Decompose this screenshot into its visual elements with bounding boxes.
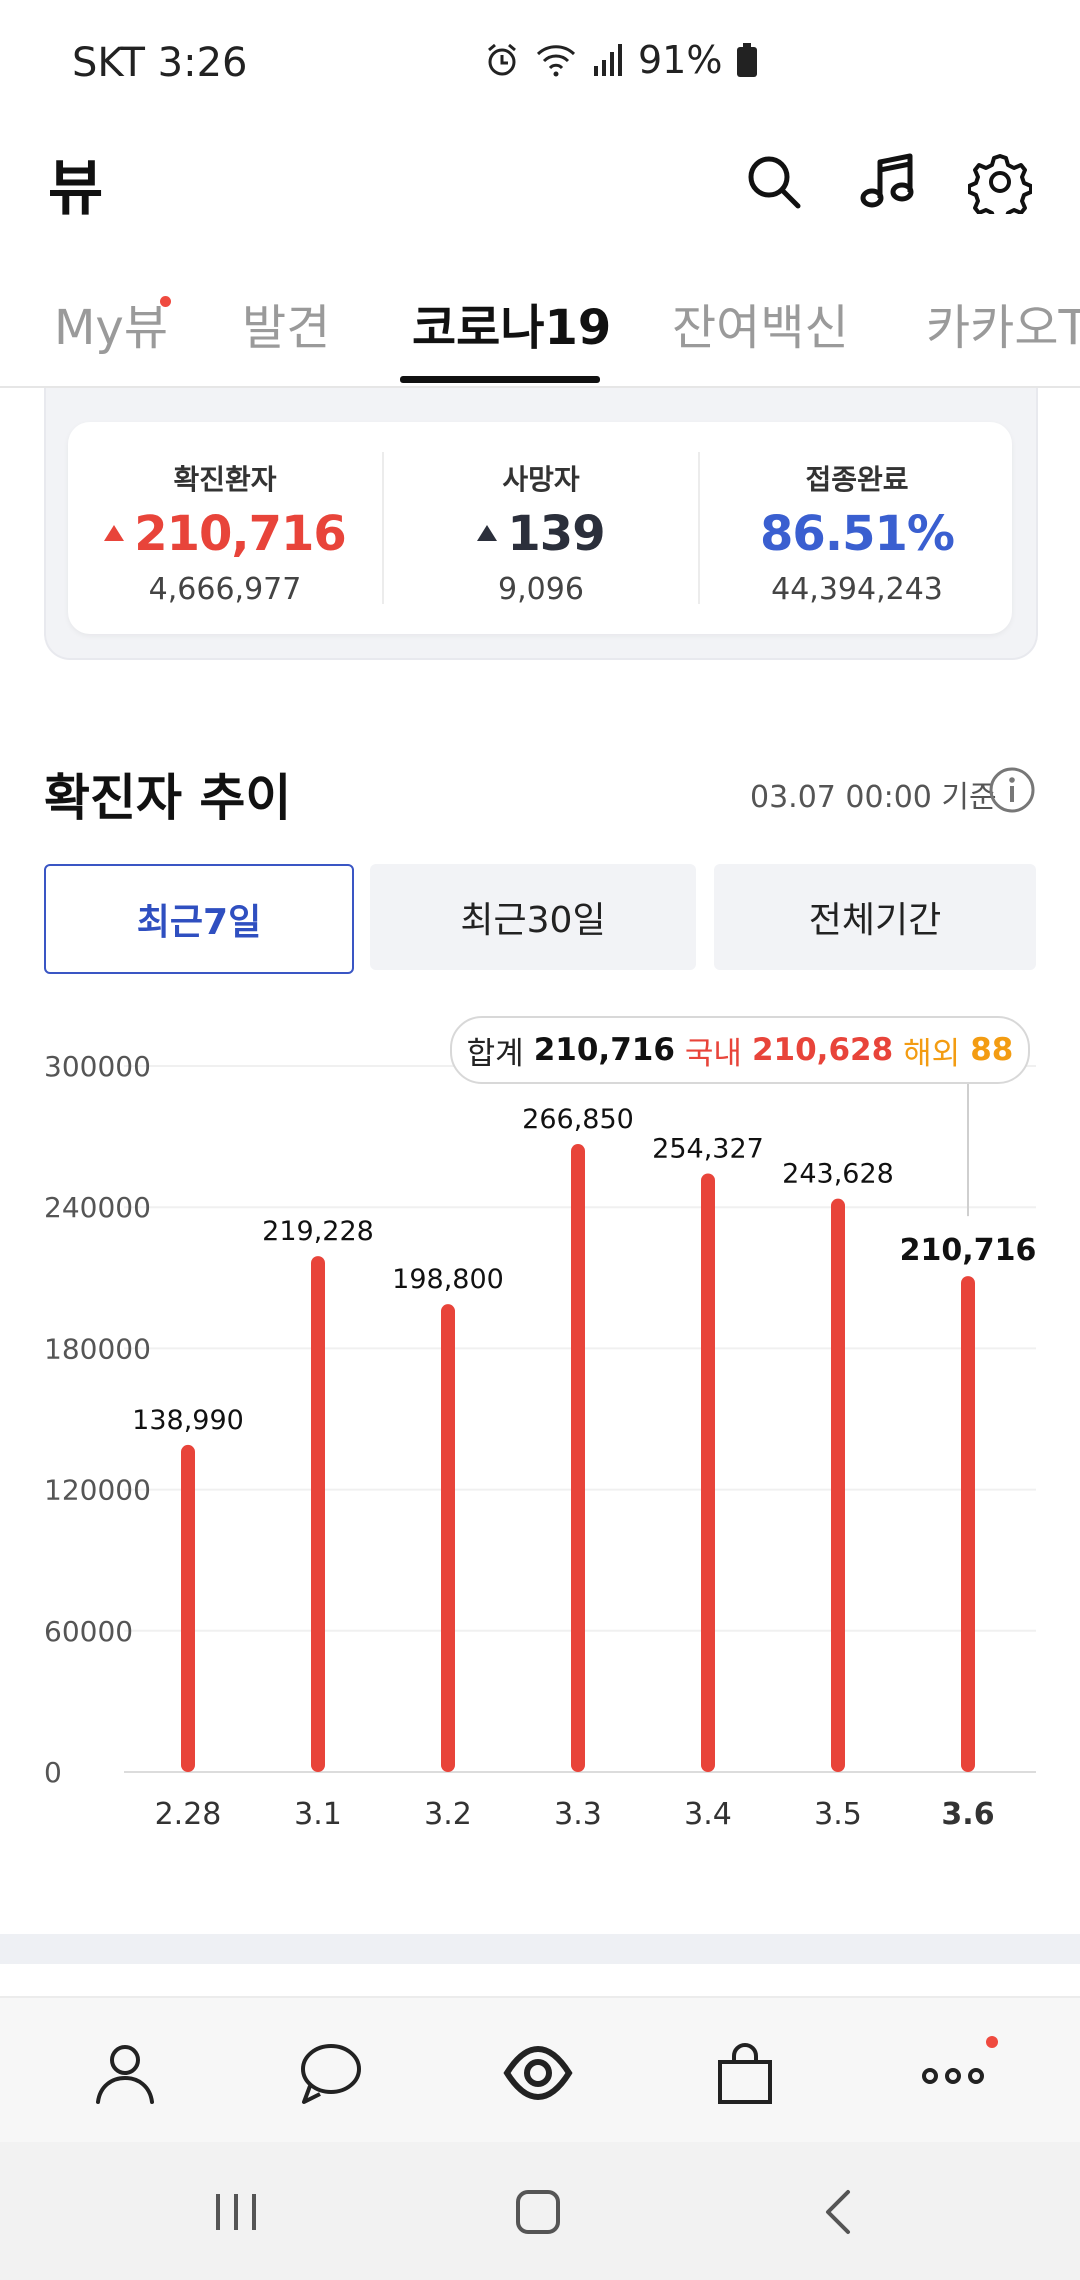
y-tick-label: 120000 [44, 1474, 151, 1507]
bar-value-label: 266,850 [522, 1104, 634, 1135]
home-icon[interactable] [508, 2182, 568, 2242]
range-all-button[interactable]: 전체기간 [714, 864, 1036, 970]
stat-total: 44,394,243 [771, 572, 943, 607]
x-tick-label: 3.2 [424, 1797, 472, 1832]
chart-bar [311, 1256, 325, 1772]
system-nav [0, 2142, 1080, 2280]
carrier-time: SKT 3:26 [72, 40, 248, 86]
chat-icon[interactable] [296, 2038, 366, 2108]
range-30days-button[interactable]: 최근30일 [370, 864, 696, 970]
recent-apps-icon[interactable] [206, 2182, 266, 2242]
stat-value: 210,716 [68, 506, 382, 562]
stat-vaccinated[interactable]: 접종완료 86.51% 44,394,243 [700, 422, 1014, 634]
chart-bar [441, 1304, 455, 1772]
shopping-icon[interactable] [710, 2038, 780, 2108]
tab-corona19[interactable]: 코로나19 [412, 300, 612, 356]
up-arrow-icon [104, 525, 125, 541]
chart-bar [181, 1444, 195, 1772]
bottom-nav [0, 1996, 1080, 2144]
search-icon[interactable] [742, 150, 806, 214]
info-icon[interactable] [988, 766, 1036, 814]
settings-icon[interactable] [968, 150, 1032, 214]
y-tick-label: 300000 [44, 1050, 151, 1083]
bar-value-label: 219,228 [262, 1216, 374, 1247]
range-7days-button[interactable]: 최근7일 [44, 864, 354, 974]
x-tick-label: 3.3 [554, 1797, 602, 1832]
active-tab-indicator [400, 376, 600, 383]
stat-deaths[interactable]: 사망자 139 9,096 [384, 422, 698, 634]
tab-kakao-t[interactable]: 카카오T [926, 300, 1080, 356]
chart-tooltip: 합계 210,716 국내 210,628 해외 88 [450, 1016, 1030, 1084]
more-icon[interactable] [918, 2038, 988, 2108]
bar-value-label: 254,327 [652, 1133, 764, 1164]
stat-label: 확진환자 [173, 463, 277, 496]
status-bar: SKT 3:26 91% [0, 0, 1080, 120]
confirmed-trend-chart: 300000 240000 180000 120000 60000 0 138,990 2.2… [0, 1000, 1080, 1840]
tooltip-overseas-value: 88 [970, 1032, 1014, 1068]
stat-value: 139 [384, 506, 698, 562]
tooltip-overseas-label: 해외 [903, 1035, 961, 1072]
stat-total: 9,096 [498, 572, 584, 607]
tab-my-view[interactable]: My뷰 [54, 300, 168, 356]
section-title: 확진자 추이 [44, 769, 292, 827]
x-tick-label: 2.28 [155, 1797, 222, 1832]
bar-value-label: 210,716 [900, 1233, 1037, 1268]
app-title: 뷰 [48, 154, 106, 224]
new-badge-dot [160, 296, 171, 307]
y-tick-label: 240000 [44, 1191, 151, 1224]
y-tick-label: 180000 [44, 1332, 151, 1365]
tab-discover[interactable]: 발견 [242, 300, 331, 356]
y-tick-label: 60000 [44, 1615, 133, 1648]
tooltip-total-label: 합계 [466, 1035, 524, 1072]
chart-bar [831, 1198, 845, 1772]
bar-value-label: 138,990 [132, 1405, 244, 1436]
stat-total: 4,666,977 [148, 572, 302, 607]
bar-value-label: 243,628 [782, 1159, 894, 1190]
tooltip-domestic-value: 210,628 [751, 1032, 894, 1068]
more-badge-dot [986, 2036, 998, 2048]
stat-confirmed[interactable]: 확진환자 210,716 4,666,977 [68, 422, 382, 634]
tooltip-domestic-label: 국내 [684, 1035, 742, 1072]
view-icon[interactable] [503, 2038, 573, 2108]
tab-bar: My뷰 발견 코로나19 잔여백신 카카오T [0, 270, 1080, 388]
x-tick-label: 3.5 [814, 1797, 862, 1832]
stat-value: 86.51% [760, 506, 955, 562]
stat-label: 접종완료 [805, 463, 909, 496]
stat-label: 사망자 [502, 463, 580, 496]
status-icons: 91% [484, 36, 758, 84]
section-separator [0, 1934, 1080, 1964]
divider [382, 452, 384, 604]
x-tick-label: 3.1 [294, 1797, 342, 1832]
chart-bar [961, 1276, 975, 1772]
x-tick-label: 3.4 [684, 1797, 732, 1832]
battery-text: 91% [638, 38, 723, 82]
profile-icon[interactable] [90, 2038, 160, 2108]
wifi-icon [534, 42, 578, 78]
tooltip-total-value: 210,716 [533, 1032, 675, 1068]
signal-icon [592, 42, 624, 78]
chart-bar [571, 1144, 585, 1772]
chart-svg: 300000 240000 180000 120000 60000 0 138,990 2.2… [44, 1050, 1037, 1832]
chart-bar [701, 1173, 715, 1772]
x-tick-label: 3.6 [941, 1797, 994, 1832]
alarm-icon [484, 42, 520, 78]
back-icon[interactable] [810, 2182, 870, 2242]
basis-timestamp: 03.07 00:00 기준 [750, 780, 997, 815]
divider [698, 452, 700, 604]
stats-card: 확진환자 210,716 4,666,977 사망자 139 9,096 접종완… [68, 422, 1012, 634]
up-arrow-icon [477, 525, 498, 541]
bar-value-label: 198,800 [392, 1264, 504, 1295]
music-icon[interactable] [856, 150, 920, 214]
battery-icon [736, 42, 758, 78]
y-tick-label: 0 [44, 1756, 62, 1789]
tab-remaining-vaccine[interactable]: 잔여백신 [672, 300, 849, 356]
